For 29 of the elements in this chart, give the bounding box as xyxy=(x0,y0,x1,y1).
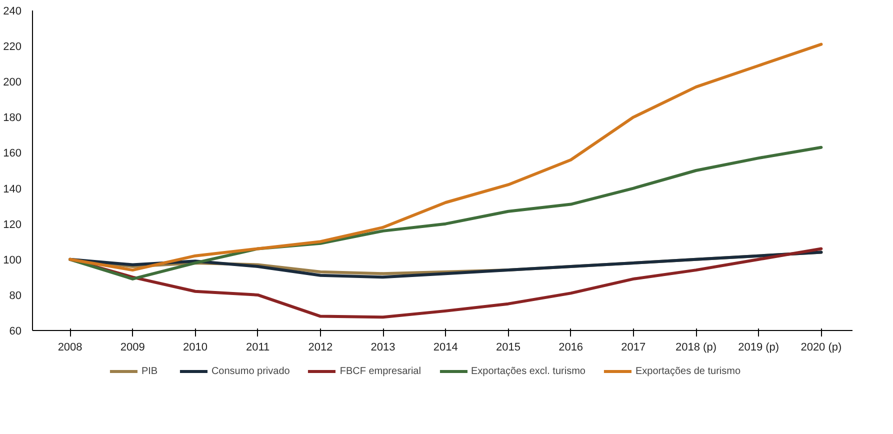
x-tick-label: 2009 xyxy=(120,342,145,354)
y-tick-label: 80 xyxy=(9,290,22,302)
legend-label: FBCF empresarial xyxy=(340,366,421,376)
x-tick-label: 2018 (p) xyxy=(676,342,717,354)
y-tick-label: 220 xyxy=(3,41,22,54)
x-tick-label: 2010 xyxy=(183,342,208,354)
legend-label: Consumo privado xyxy=(211,366,290,376)
legend-label: Exportações de turismo xyxy=(635,366,741,376)
x-tick-label: 2015 xyxy=(496,342,520,354)
x-tick-label: 2019 (p) xyxy=(738,342,780,354)
legend-label: Exportações excl. turismo xyxy=(470,366,586,376)
y-tick-label: 60 xyxy=(9,326,22,338)
y-tick-label: 140 xyxy=(3,183,22,196)
x-tick-label: 2017 xyxy=(621,342,646,354)
x-tick-label: 2008 xyxy=(58,342,82,354)
y-tick-label: 180 xyxy=(3,112,22,124)
y-tick-label: 200 xyxy=(3,76,22,89)
legend-label: PIB xyxy=(141,366,159,376)
x-tick-label: 2020 (p) xyxy=(800,342,842,354)
x-tick-label: 2012 xyxy=(308,342,333,354)
y-tick-label: 240 xyxy=(3,6,22,18)
x-tick-label: 2013 xyxy=(370,342,396,354)
y-tick-label: 100 xyxy=(3,254,22,266)
x-tick-label: 2011 xyxy=(246,342,270,354)
y-tick-label: 120 xyxy=(3,218,22,231)
x-tick-label: 2014 xyxy=(433,342,458,354)
line-series xyxy=(68,42,823,272)
y-tick-label: 160 xyxy=(3,148,22,160)
x-tick-label: 2016 xyxy=(558,342,584,354)
